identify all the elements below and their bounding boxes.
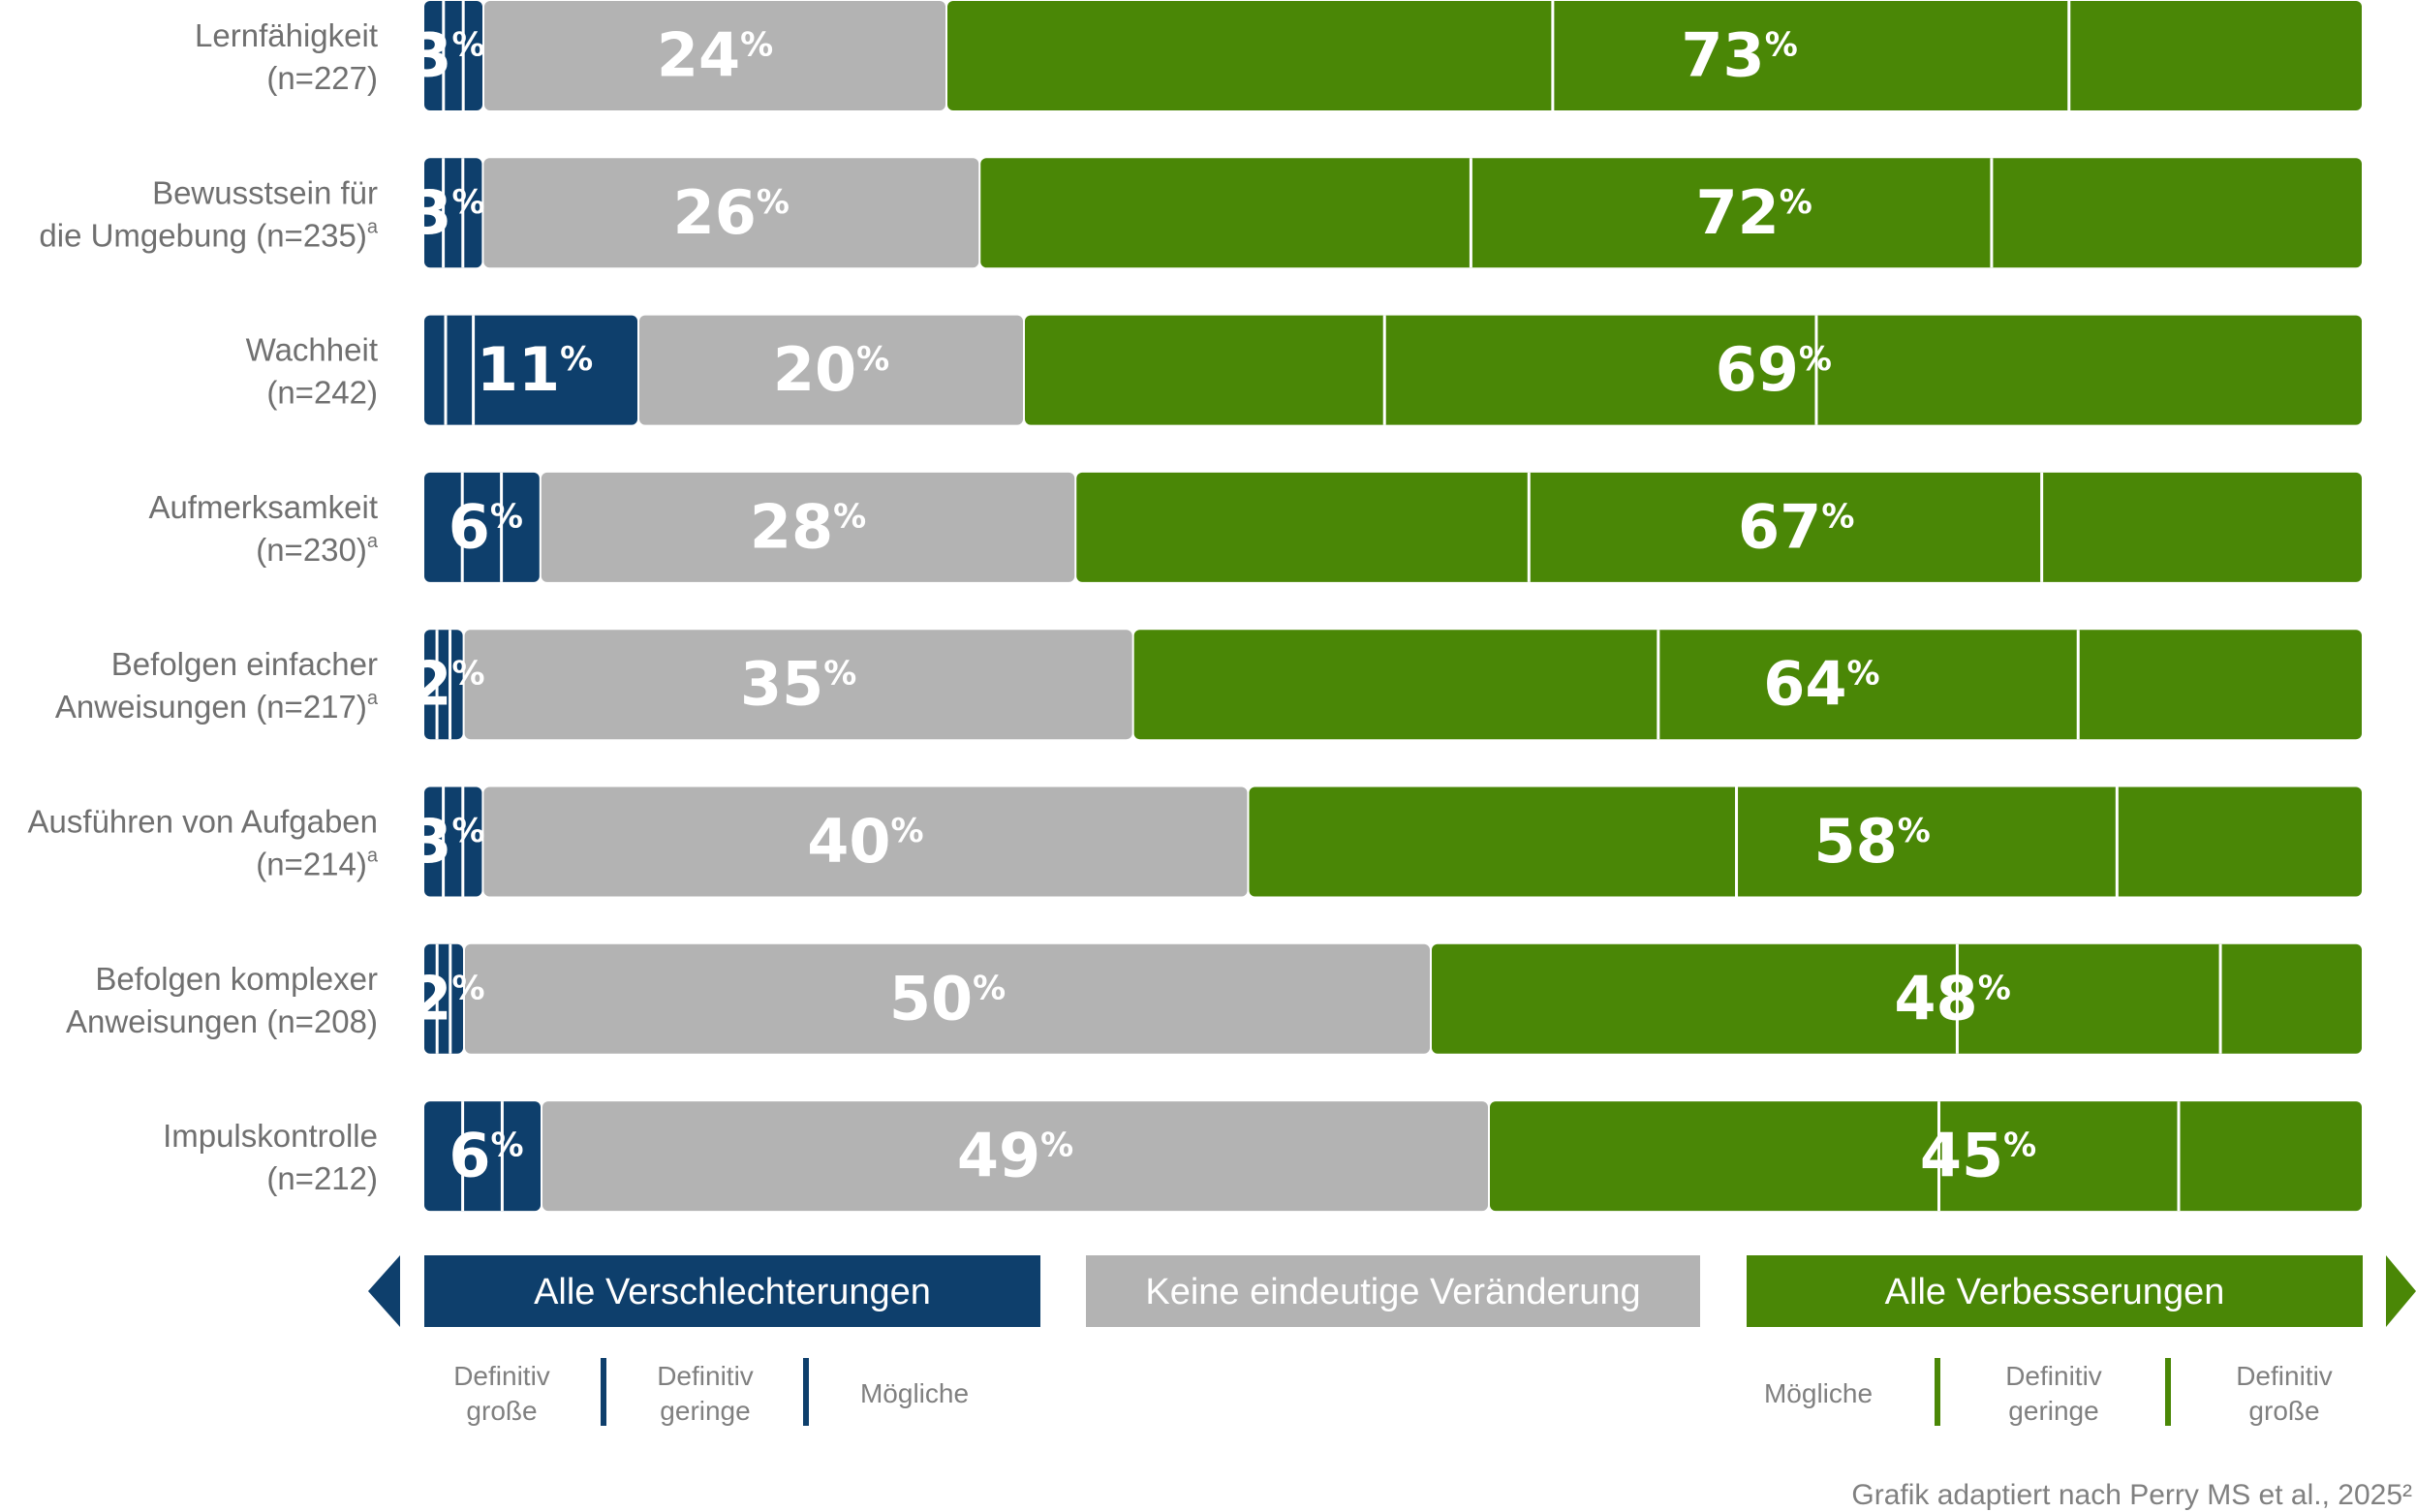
value-label: 26%: [673, 177, 790, 248]
category-label: Impulskontrolle (n=212): [163, 1118, 378, 1196]
bar-better: [1133, 630, 2362, 740]
legend-sub-label: Definitiv große: [453, 1361, 550, 1426]
bar-row: Befolgen einfacher Anweisungen (n=217)a 2%…: [55, 630, 2362, 740]
legend-worse-box: [424, 1255, 1040, 1327]
value-label: 2%: [410, 649, 484, 720]
source-note: Grafik adaptiert nach Perry MS et al., 2…: [1851, 1479, 2412, 1511]
bar-better: [1076, 472, 2362, 582]
category-label: Lernfähigkeit (n=227): [195, 17, 378, 96]
bar-worse: [424, 1, 482, 110]
bar-worse: [424, 158, 482, 268]
legend-sub-label: Definitiv geringe: [657, 1361, 754, 1426]
bar-worse: [424, 787, 482, 897]
value-label: 3%: [410, 806, 484, 877]
bar-row: Lernfähigkeit (n=227) 3% 24% 73%: [195, 1, 2362, 110]
category-label: Ausführen von Aufgaben (n=214)a: [28, 804, 379, 882]
value-label: 28%: [750, 491, 866, 562]
category-label: Bewusstsein für die Umgebung (n=235)a: [39, 174, 378, 253]
bar-better: [980, 158, 2362, 268]
bar-neutral: [639, 315, 1023, 425]
legend-sub-label: Mögliche: [860, 1378, 969, 1408]
value-label: 58%: [1813, 806, 1930, 877]
value-label: 72%: [1695, 177, 1812, 248]
right-arrow-icon: [2386, 1255, 2416, 1327]
bar-row: Ausführen von Aufgaben (n=214)a 3% 40% 58%: [28, 787, 2362, 897]
legend-divider: [601, 1358, 606, 1426]
category-label: Befolgen komplexer Anweisungen (n=208): [66, 961, 378, 1039]
value-label: 2%: [410, 963, 484, 1034]
bar-row: Wachheit (n=242) 11% 20% 69%: [246, 315, 2362, 425]
value-label: 3%: [410, 20, 484, 91]
bar-neutral: [483, 787, 1248, 897]
bar-neutral: [464, 630, 1132, 740]
legend-sub-label: Mögliche: [1764, 1378, 1873, 1408]
category-label: Wachheit (n=242): [246, 332, 378, 411]
bar-better: [947, 1, 2362, 110]
bar-worse: [424, 943, 463, 1054]
value-label: 3%: [410, 177, 484, 248]
legend-divider: [803, 1358, 809, 1426]
value-label: 45%: [1920, 1121, 2036, 1191]
value-label: 48%: [1894, 963, 2010, 1034]
value-label: 67%: [1738, 491, 1854, 562]
bar-worse: [424, 472, 540, 582]
bar-better: [1490, 1101, 2362, 1212]
value-label: 35%: [740, 649, 856, 720]
bar-better: [1249, 787, 2362, 897]
bar-better: [1025, 315, 2362, 425]
bar-neutral: [542, 1101, 1488, 1212]
value-label: 69%: [1716, 334, 1832, 405]
bar-worse: [424, 315, 637, 425]
legend-divider: [1935, 1358, 1940, 1426]
legend-neutral-title: Keine eindeutige Veränderung: [1145, 1272, 1640, 1312]
legend-sub-label: Definitiv große: [2236, 1361, 2333, 1426]
bar-row: Befolgen komplexer Anweisungen (n=208) 2% 5…: [66, 943, 2362, 1054]
legend-better-title: Alle Verbesserungen: [1885, 1272, 2225, 1312]
bar-worse: [424, 630, 463, 740]
bar-row: Impulskontrolle (n=212) 6% 49% 45%: [163, 1101, 2362, 1212]
value-label: 50%: [889, 963, 1006, 1034]
value-label: 40%: [807, 806, 923, 877]
value-label: 11%: [477, 334, 593, 405]
bar-rows: Lernfähigkeit (n=227) 3% 24% 73% Bewusstsein …: [28, 1, 2362, 1212]
bar-neutral: [541, 472, 1075, 582]
value-label: 73%: [1681, 20, 1797, 91]
category-label: Befolgen einfacher Anweisungen (n=217)a: [55, 646, 379, 725]
bar-worse: [424, 1101, 541, 1212]
bar-neutral: [465, 943, 1430, 1054]
bar-better: [1432, 943, 2362, 1054]
category-label: Aufmerksamkeit (n=230)a: [148, 489, 378, 568]
legend-worse-title: Alle Verschlechterungen: [534, 1272, 931, 1312]
legend-divider: [2165, 1358, 2171, 1426]
value-label: 64%: [1763, 649, 1879, 720]
bar-row: Bewusstsein für die Umgebung (n=235)a 3% 26…: [39, 158, 2362, 268]
bar-row: Aufmerksamkeit (n=230)a 6% 28% 67%: [148, 472, 2362, 582]
legend-neutral-box: [1086, 1255, 1700, 1327]
value-label: 49%: [957, 1121, 1073, 1191]
value-label: 6%: [449, 1121, 523, 1191]
legend: Alle Verschlechterungen Keine eindeutige …: [368, 1255, 2416, 1426]
value-label: 6%: [449, 491, 523, 562]
legend-sub-label: Definitiv geringe: [2005, 1361, 2102, 1426]
left-arrow-icon: [368, 1255, 400, 1327]
bar-neutral: [483, 158, 979, 268]
bar-neutral: [484, 1, 945, 110]
legend-better-box: [1747, 1255, 2363, 1327]
value-label: 20%: [773, 334, 889, 405]
value-label: 24%: [657, 20, 773, 91]
